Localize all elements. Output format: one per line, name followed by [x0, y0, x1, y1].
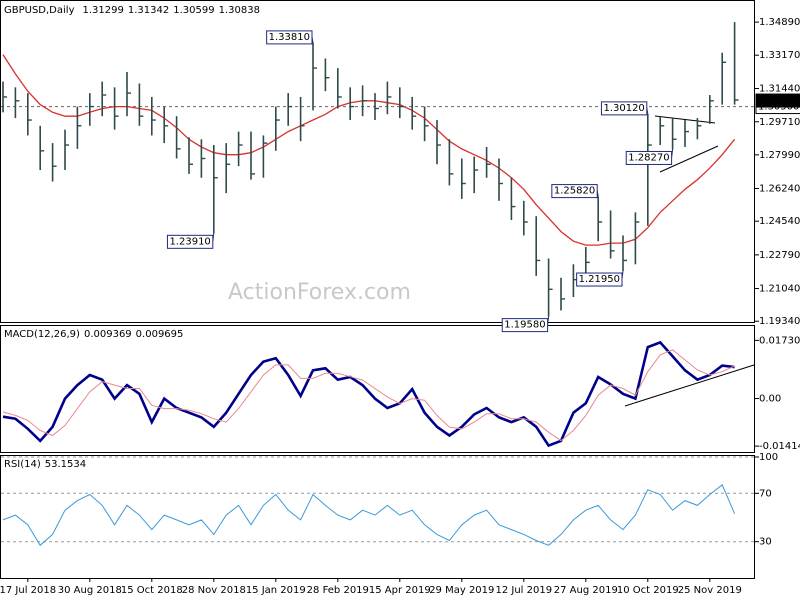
- trend-line: [659, 145, 719, 173]
- y-tick-label: 1.26240: [759, 184, 800, 195]
- x-tick-label: 28 Nov 2018: [182, 585, 246, 596]
- macd-title: MACD(12,26,9): [4, 329, 80, 340]
- rsi-header: RSI(14) 53.1534: [4, 459, 86, 470]
- annotation-label: 1.33810: [269, 32, 310, 43]
- y-tick-label: 1.22790: [759, 250, 800, 261]
- rsi-title: RSI(14): [4, 459, 41, 470]
- trend-line: [654, 115, 716, 124]
- annotation-label: 1.21950: [579, 274, 620, 285]
- y-tick-label: 0.00: [759, 394, 781, 405]
- header-low: 1.30599: [173, 5, 214, 16]
- macd-panel: [0, 325, 755, 453]
- y-tick-label: 1.19340: [759, 316, 800, 327]
- annotation-label-box: [551, 184, 598, 199]
- annotation-label-box: [576, 272, 623, 287]
- price-panel: [0, 0, 755, 323]
- signal-value: 0.009695: [136, 329, 184, 340]
- x-tick-label: 10 Oct 2019: [617, 585, 679, 596]
- price-header: GBPUSD,Daily 1.31299 1.31342 1.30599 1.30838: [4, 5, 260, 16]
- x-tick-label: 28 Feb 2019: [307, 585, 369, 596]
- y-tick-label: 30: [759, 537, 772, 548]
- y-tick-label: 70: [759, 488, 772, 499]
- x-tick-label: 25 Nov 2019: [678, 585, 742, 596]
- trend-line: [624, 364, 755, 407]
- x-tick-label: 29 May 2019: [429, 585, 494, 596]
- x-tick-label: 27 Aug 2019: [554, 585, 618, 596]
- macd-line: [2, 340, 735, 448]
- y-tick-label: 1.31440: [759, 83, 800, 94]
- x-tick-label: 30 Aug 2018: [58, 585, 122, 596]
- rsi-panel: [0, 455, 755, 579]
- y-tick-label: 1.34890: [759, 17, 800, 28]
- annotation-label: 1.28270: [628, 152, 669, 163]
- annotation-label: 1.23910: [169, 236, 210, 247]
- x-tick-label: 17 Jul 2018: [0, 585, 56, 596]
- rsi-line: [2, 484, 736, 547]
- y-tick-label: 1.29710: [759, 117, 800, 128]
- y-tick-label: 1.33170: [759, 50, 800, 61]
- header-open: 1.31299: [83, 5, 124, 16]
- signal-line: [2, 349, 735, 442]
- header-high: 1.31342: [128, 5, 169, 16]
- annotation-label: 1.25820: [554, 186, 595, 197]
- annotation-label: 1.19580: [504, 320, 545, 331]
- annotation-label-box: [501, 318, 549, 333]
- x-tick-label: 12 Jul 2019: [495, 585, 552, 596]
- x-tick-label: 15 Jan 2019: [246, 585, 306, 596]
- macd-value: 0.009369: [84, 329, 132, 340]
- annotation-label-box: [625, 150, 673, 165]
- y-tick-label: 100: [759, 452, 778, 463]
- annotation-label: 1.30120: [603, 103, 644, 114]
- y-tick-label: 0.017302: [759, 335, 800, 346]
- y-tick-label: 1.27990: [759, 150, 800, 161]
- annotation-label-box: [600, 101, 648, 116]
- last-price-label-box: [755, 93, 800, 108]
- annotation-label-box: [166, 234, 214, 249]
- x-tick-label: 15 Apr 2019: [369, 585, 431, 596]
- header-close: 1.30838: [219, 5, 260, 16]
- y-tick-label: 1.21040: [759, 284, 800, 295]
- macd-header: MACD(12,26,9) 0.009369 0.009695: [4, 329, 183, 340]
- y-tick-label: -0.014148: [759, 441, 800, 452]
- watermark: ActionForex.com: [228, 280, 411, 305]
- symbol: GBPUSD,Daily: [4, 5, 75, 16]
- annotation-label-box: [266, 30, 313, 45]
- moving-average: [2, 54, 736, 246]
- y-tick-label: 1.24540: [759, 216, 800, 227]
- last-price-label: 1.30838: [758, 95, 799, 106]
- rsi-value: 53.1534: [45, 459, 86, 470]
- x-tick-label: 15 Oct 2018: [121, 585, 183, 596]
